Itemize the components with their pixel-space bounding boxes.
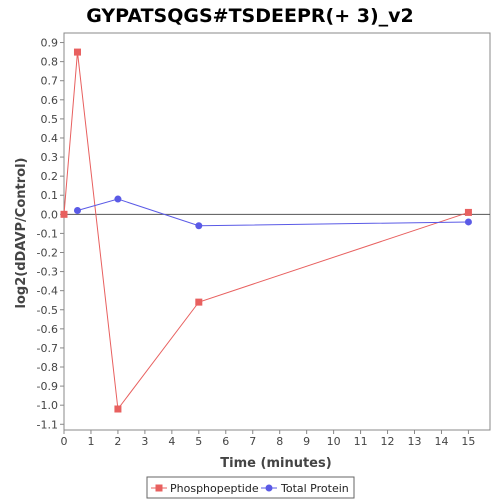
y-tick-label: -0.3: [37, 266, 58, 279]
legend-box: [146, 476, 355, 499]
x-tick-label: 8: [276, 435, 283, 448]
data-point-total-protein: [195, 222, 203, 230]
y-axis: 0.9 0.8 0.7 0.6 0.5 0.4 0.3 0.2 0.1 0.0 -0.1 -0.2 -0…: [37, 37, 64, 431]
series-total-protein: [73, 195, 472, 230]
y-tick-label: 0.2: [41, 170, 59, 183]
legend-label-phosphopeptide: Phosphopeptide: [170, 482, 259, 495]
y-tick-label: 0.5: [41, 113, 59, 126]
x-tick-label: 1: [87, 435, 94, 448]
y-tick-label: -1.0: [37, 399, 58, 412]
y-tick-label: -0.6: [37, 323, 58, 336]
x-tick-label: 13: [408, 435, 422, 448]
data-point-phosphopeptide: [195, 298, 203, 306]
y-tick-label: 0.7: [41, 75, 59, 88]
x-tick-label: 12: [381, 435, 395, 448]
y-tick-label: -0.7: [37, 342, 58, 355]
data-point-phosphopeptide: [464, 208, 472, 216]
data-point-phosphopeptide: [114, 405, 122, 413]
y-tick-label: 0.8: [41, 56, 59, 69]
series-layer: [60, 48, 472, 413]
y-tick-label: -0.8: [37, 361, 58, 374]
y-axis-label: log2(dDAVP/Control): [14, 158, 29, 309]
x-tick-label: 7: [249, 435, 256, 448]
y-tick-label: 0.4: [41, 132, 59, 145]
legend-marker-total-protein: [265, 484, 273, 492]
data-point-phosphopeptide: [60, 210, 68, 218]
data-point-phosphopeptide: [73, 48, 81, 56]
x-tick-label: 2: [114, 435, 121, 448]
y-tick-label: -1.1: [37, 418, 58, 431]
x-tick-label: 9: [303, 435, 310, 448]
series-phosphopeptide: [60, 48, 472, 413]
plot-area: [63, 32, 491, 431]
data-point-total-protein: [73, 207, 81, 215]
y-tick-label: -0.1: [37, 227, 58, 240]
x-tick-label: 3: [141, 435, 148, 448]
y-tick-label: 0.6: [41, 94, 59, 107]
x-tick-label: 11: [354, 435, 368, 448]
y-tick-label: 0.1: [41, 189, 59, 202]
x-axis: 0 1 2 3 4 5 6 7 8 9 10 11 12 13 14 15: [61, 430, 475, 448]
y-tick-label: -0.2: [37, 246, 58, 259]
x-tick-label: 6: [222, 435, 229, 448]
data-point-total-protein: [114, 195, 122, 203]
x-tick-label: 14: [434, 435, 448, 448]
y-tick-label: -0.5: [37, 304, 58, 317]
chart-title: GYPATSQGS#TSDEEPR(+ 3)_v2: [86, 5, 414, 27]
x-tick-label: 10: [327, 435, 341, 448]
x-tick-label: 15: [461, 435, 475, 448]
y-tick-label: -0.9: [37, 380, 58, 393]
data-point-total-protein: [464, 218, 472, 226]
y-tick-label: 0.9: [41, 37, 59, 50]
legend-label-total-protein: Total Protein: [280, 482, 349, 495]
x-tick-label: 5: [195, 435, 202, 448]
y-tick-label: 0.0: [41, 208, 59, 221]
x-tick-label: 4: [168, 435, 175, 448]
y-tick-label: -0.4: [37, 285, 58, 298]
y-tick-label: 0.3: [41, 151, 59, 164]
legend-marker-phosphopeptide: [155, 484, 163, 492]
series-line-total-protein: [77, 198, 469, 227]
legend: Phosphopeptide Total Protein: [146, 476, 355, 499]
x-tick-label: 0: [61, 435, 68, 448]
x-axis-label: Time (minutes): [220, 456, 331, 471]
